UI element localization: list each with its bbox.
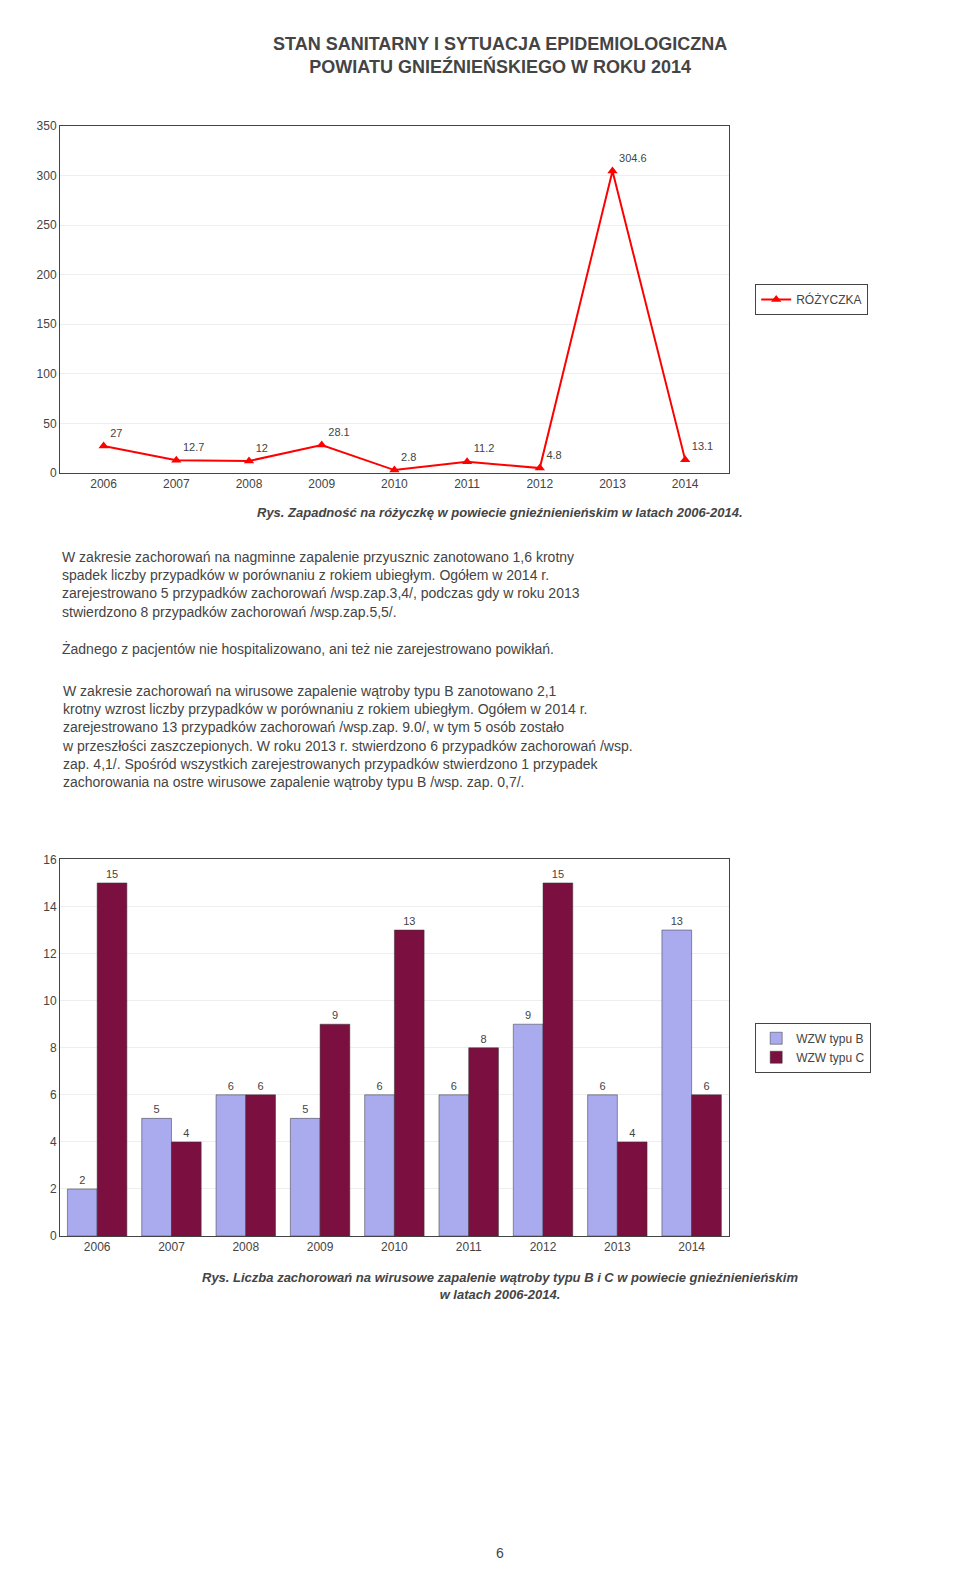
svg-text:4: 4 bbox=[50, 1135, 57, 1149]
svg-text:2010: 2010 bbox=[381, 477, 408, 491]
svg-text:2011: 2011 bbox=[454, 477, 480, 491]
svg-text:2013: 2013 bbox=[604, 1240, 631, 1254]
svg-text:4: 4 bbox=[183, 1127, 189, 1139]
svg-text:6: 6 bbox=[258, 1080, 264, 1092]
svg-text:2008: 2008 bbox=[236, 477, 263, 491]
svg-text:9: 9 bbox=[332, 1009, 338, 1021]
svg-text:304.6: 304.6 bbox=[619, 152, 647, 164]
svg-text:2: 2 bbox=[50, 1182, 57, 1196]
svg-text:27: 27 bbox=[110, 427, 122, 439]
svg-text:6: 6 bbox=[599, 1080, 605, 1092]
svg-text:6: 6 bbox=[50, 1088, 57, 1102]
svg-text:8: 8 bbox=[481, 1033, 487, 1045]
svg-text:2006: 2006 bbox=[84, 1240, 111, 1254]
svg-text:2009: 2009 bbox=[308, 477, 335, 491]
svg-text:Rys. Liczba zachorowań na wiru: Rys. Liczba zachorowań na wirusowe zapal… bbox=[202, 1270, 798, 1302]
svg-text:11.2: 11.2 bbox=[474, 442, 495, 454]
svg-text:WZW typu B: WZW typu B bbox=[796, 1032, 863, 1046]
svg-text:2011: 2011 bbox=[456, 1240, 482, 1254]
svg-text:16: 16 bbox=[43, 853, 57, 867]
svg-text:2006: 2006 bbox=[90, 477, 117, 491]
svg-text:6: 6 bbox=[228, 1080, 234, 1092]
svg-text:4.8: 4.8 bbox=[546, 449, 561, 461]
svg-text:6: 6 bbox=[496, 1545, 504, 1561]
svg-text:2014: 2014 bbox=[672, 477, 699, 491]
svg-text:350: 350 bbox=[37, 119, 57, 133]
svg-text:WZW typu C: WZW typu C bbox=[796, 1051, 864, 1065]
svg-text:2010: 2010 bbox=[381, 1240, 408, 1254]
svg-text:5: 5 bbox=[154, 1103, 160, 1115]
svg-text:2012: 2012 bbox=[526, 477, 553, 491]
svg-text:13.1: 13.1 bbox=[692, 440, 713, 452]
svg-text:2007: 2007 bbox=[163, 477, 190, 491]
svg-text:4: 4 bbox=[629, 1127, 635, 1139]
svg-text:28.1: 28.1 bbox=[328, 426, 349, 438]
svg-text:13: 13 bbox=[671, 915, 683, 927]
svg-text:STAN SANITARNY I SYTUACJA EPID: STAN SANITARNY I SYTUACJA EPIDEMIOLOGICZ… bbox=[273, 34, 727, 77]
svg-text:5: 5 bbox=[302, 1103, 308, 1115]
svg-text:2.8: 2.8 bbox=[401, 451, 416, 463]
svg-text:2012: 2012 bbox=[530, 1240, 557, 1254]
svg-text:6: 6 bbox=[703, 1080, 709, 1092]
svg-text:2008: 2008 bbox=[232, 1240, 259, 1254]
svg-text:6: 6 bbox=[376, 1080, 382, 1092]
svg-text:8: 8 bbox=[50, 1041, 57, 1055]
svg-text:12: 12 bbox=[43, 947, 57, 961]
svg-text:15: 15 bbox=[106, 868, 118, 880]
svg-text:200: 200 bbox=[37, 268, 57, 282]
svg-text:15: 15 bbox=[552, 868, 564, 880]
svg-text:250: 250 bbox=[37, 218, 57, 232]
svg-text:0: 0 bbox=[50, 466, 57, 480]
svg-text:0: 0 bbox=[50, 1229, 57, 1243]
svg-text:13: 13 bbox=[403, 915, 415, 927]
svg-text:6: 6 bbox=[451, 1080, 457, 1092]
svg-text:2014: 2014 bbox=[678, 1240, 705, 1254]
svg-text:100: 100 bbox=[37, 367, 57, 381]
svg-text:W zakresie zachorowań na wirus: W zakresie zachorowań na wirusowe zapale… bbox=[62, 683, 633, 790]
svg-text:RÓŻYCZKA: RÓŻYCZKA bbox=[796, 292, 861, 307]
svg-text:300: 300 bbox=[37, 169, 57, 183]
svg-text:W zakresie zachorowań na nagmi: W zakresie zachorowań na nagminne zapale… bbox=[62, 549, 580, 620]
svg-text:2009: 2009 bbox=[307, 1240, 334, 1254]
svg-text:12: 12 bbox=[256, 442, 268, 454]
svg-text:2: 2 bbox=[79, 1174, 85, 1186]
svg-text:Rys. Zapadność na różyczkę w p: Rys. Zapadność na różyczkę w powiecie gn… bbox=[257, 505, 743, 520]
svg-text:Żadnego z pacjentów nie hospit: Żadnego z pacjentów nie hospitalizowano,… bbox=[62, 640, 554, 657]
svg-text:9: 9 bbox=[525, 1009, 531, 1021]
svg-text:2013: 2013 bbox=[599, 477, 626, 491]
svg-text:12.7: 12.7 bbox=[183, 441, 204, 453]
svg-text:10: 10 bbox=[43, 994, 57, 1008]
svg-text:50: 50 bbox=[43, 417, 57, 431]
svg-text:2007: 2007 bbox=[158, 1240, 185, 1254]
svg-text:14: 14 bbox=[43, 900, 57, 914]
svg-text:150: 150 bbox=[37, 317, 57, 331]
